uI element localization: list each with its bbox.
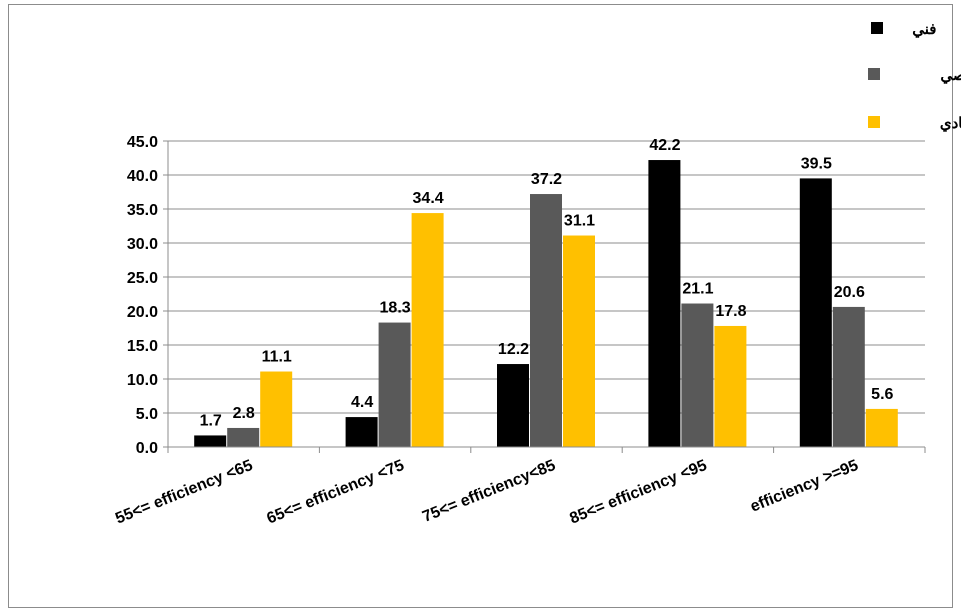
legend-swatch [868,116,880,128]
data-label: 37.2 [531,171,562,188]
bar [497,364,529,447]
bar [227,427,260,447]
data-label: 20.6 [834,284,865,301]
y-tick-label: 45.0 [127,134,158,151]
data-label: 31.1 [564,213,595,230]
data-labels: 1.7 4.4 12.2 42.2 39.5 2.8 18.3 37.2 21.1 20.6 11.… [200,137,894,429]
y-tick-label: 35.0 [127,202,158,219]
data-label: 4.4 [351,394,373,411]
x-tick-label: efficiency >=95 [748,457,861,516]
legend-label: اقتصادي [940,115,961,133]
legend-label: فني [912,21,936,39]
data-label: 21.1 [682,281,713,298]
bar [411,213,444,447]
x-tick-label: 85<= efficiency <95 [567,457,709,528]
bar [194,435,227,447]
y-tick-label: 5.0 [136,406,158,423]
y-tick-label: 25.0 [127,270,158,287]
y-tick-label: 15.0 [127,338,158,355]
y-tick-label: 30.0 [127,236,158,253]
data-label: 34.4 [413,190,444,207]
y-tick-label: 20.0 [127,304,158,321]
bar [530,194,562,447]
legend-label: خصيصي [940,67,961,85]
y-axis-tick-labels: 0.0 5.0 10.0 15.0 20.0 25.0 30.0 35.0 40.0 45.0 [127,134,158,457]
bar [865,408,898,447]
data-label: 12.2 [498,341,529,358]
bar [378,322,411,447]
bar [260,371,293,447]
bar [832,306,865,447]
data-label: 1.7 [200,412,222,429]
x-tick-label: 75<= efficiency<85 [420,457,558,526]
bars [194,160,898,448]
data-label: 39.5 [801,155,832,172]
bar [563,235,595,447]
data-label: 42.2 [649,137,680,154]
data-label: 11.1 [262,349,292,366]
chart-frame [8,4,953,608]
data-label: 5.6 [871,386,893,403]
y-tick-label: 40.0 [127,168,158,185]
y-tick-label: 0.0 [136,440,158,457]
legend-swatch [871,22,883,34]
x-axis-tick-labels: 55<= efficiency <65 65<= efficiency <75 75… [113,457,861,528]
legend-swatch [868,68,880,80]
legend: فني خصيصي اقتصادي [868,21,961,133]
bar [345,417,378,447]
bar [799,178,832,447]
bar [648,160,681,448]
x-tick-label: 55<= efficiency <65 [113,457,255,528]
bar [714,325,747,447]
bar [681,303,714,447]
y-tick-label: 10.0 [127,372,158,389]
data-label: 17.8 [715,303,746,320]
axes [163,140,926,453]
data-label: 18.3 [380,300,411,317]
data-label: 2.8 [233,405,255,422]
x-tick-label: 65<= efficiency <75 [265,457,407,528]
